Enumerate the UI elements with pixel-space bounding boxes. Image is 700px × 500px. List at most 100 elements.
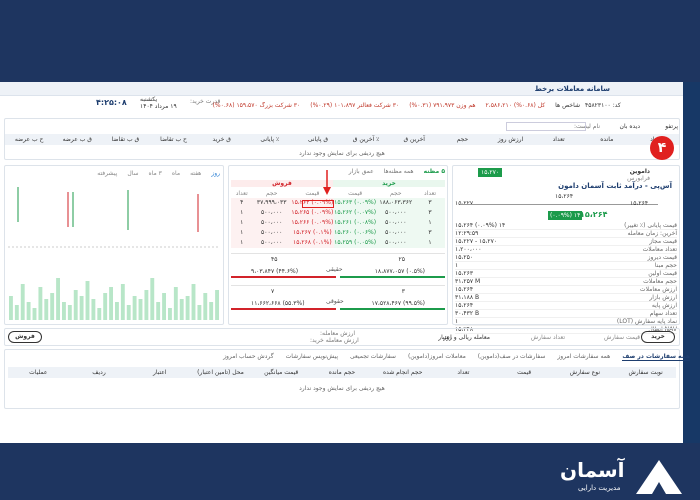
field-row: قیمت دیروز ۱۵،۲۵۰ <box>455 254 677 262</box>
field-value: ۳۱،۲۵۷ M <box>455 278 481 285</box>
field-label: قیمت پایانی (٪ تغییر) <box>624 222 677 229</box>
column-header: ارزش روز <box>497 136 524 143</box>
field-label: حجم معاملات <box>643 278 677 285</box>
count-sell: ۴۵ <box>271 256 278 263</box>
ob-tab[interactable]: ۵ مظنه <box>423 168 445 175</box>
field-label: نماد پایه سفارش (LOT) <box>616 318 677 325</box>
field-label: قیمت اولین <box>648 270 677 277</box>
list-select[interactable] <box>506 122 586 131</box>
column-header: ح ب تقاضا <box>160 136 187 143</box>
column-header: آخرین ق <box>403 136 425 143</box>
ob-rows: تعداد حجم قیمت قیمت حجم تعداد ۳ ۱۸۸،۰۶۳،۳۶۲ (۰.۰… <box>231 190 445 248</box>
credit-select[interactable]: معامله ریالی و اعتبار <box>438 334 490 341</box>
date: ۱۹ مرداد ۱۴۰۴ <box>140 103 177 110</box>
qty-input[interactable]: تعداد سفارش <box>530 334 565 341</box>
orders-tab[interactable]: معاملات امروز(داموین) <box>407 353 466 360</box>
order-form <box>4 328 680 346</box>
ob-col: قیمت <box>348 190 363 197</box>
highlight-box <box>302 200 334 208</box>
column-header: نوع سفارش <box>569 369 601 376</box>
ob-tab[interactable]: عمق بازار <box>348 168 374 175</box>
sell-button[interactable]: فروش <box>8 331 42 343</box>
ob-cell: ۵۰۰،۰۰۰ <box>376 208 416 218</box>
ob-row: ۱ ۵۰۰،۰۰۰ (۰.۰۵%) ۱۵،۲۵۹ (۰.۱%) ۱۵،۲۶۸ ۵۰۰،۰… <box>231 238 445 248</box>
buy-button[interactable]: خرید <box>641 331 675 343</box>
title-bar <box>0 82 683 96</box>
ob-cell: ۱ <box>415 238 445 248</box>
chart-tabs: روز هفته ماه ۳ ماه سال پیشرفته <box>97 170 220 177</box>
volume-bar <box>215 290 219 320</box>
ob-col: تعداد <box>423 190 437 197</box>
ob-cell: ۳ <box>415 198 445 208</box>
volume-bar <box>173 287 178 320</box>
bar-buy <box>340 276 445 278</box>
field-value: ۳۱،۱۸۸ B <box>455 294 480 301</box>
field-label: قیمت دیروز <box>647 254 677 261</box>
field-label: تعداد سهام <box>649 310 677 317</box>
price-input[interactable]: قیمت سفارش <box>603 334 640 341</box>
chart-tab[interactable]: ماه <box>171 170 181 177</box>
ob-cell: ۵۰۰،۰۰۰ <box>252 218 291 228</box>
orders-tab[interactable]: پیش‌نویس سفارشات <box>285 353 339 360</box>
column-header: ق ب عرضه <box>62 136 92 143</box>
volume-bar <box>14 305 19 320</box>
field-row: ارزش پایه ۱۵،۲۶۴ <box>455 302 677 310</box>
chart-tab[interactable]: سال <box>127 170 139 177</box>
orders-empty: هیچ ردیفی برای نمایش وجود ندارد <box>299 385 385 392</box>
volume-bar <box>168 308 172 320</box>
orders-tabs: همه سفارشات در صف همه سفارشات امروز سفارشا… <box>223 353 690 361</box>
buy-title: خرید <box>333 180 445 187</box>
field-label: آخرین: زمان معامله <box>627 230 677 237</box>
vol-buy: (۹۹.۵%) ۱۷،۵۲۸،۴۶۷ <box>371 300 425 307</box>
volume-bar <box>91 299 96 320</box>
field-value: ۱۵،۲۴۸ <box>455 326 474 333</box>
volume-bar <box>97 308 102 320</box>
price-mid: ۱۵،۲۶۴ <box>555 193 574 200</box>
field-value: ۱ <box>455 318 459 325</box>
orders-tab[interactable]: سفارشات تجمیعی <box>350 353 396 360</box>
volume-bar <box>126 305 131 320</box>
orders-tab[interactable]: همه سفارشات امروز <box>557 353 611 360</box>
field-row: NAV ابطال ۱۵،۲۴۸ <box>455 326 677 334</box>
ob-col: تعداد <box>235 190 248 197</box>
volume-bar <box>62 302 66 320</box>
ob-tab[interactable]: همه مظنه‌ها <box>383 168 414 175</box>
column-header: ق ب تقاضا <box>111 136 140 143</box>
column-header: ٪ آخرین ق <box>352 136 380 143</box>
volume-bar <box>120 284 125 320</box>
field-row: آخرین: زمان معامله ۱۲:۲۹:۵۹ <box>455 230 677 238</box>
watch-radio[interactable]: دیده بان <box>619 123 640 130</box>
orders-tab[interactable]: سفارشات در صف(داموین) <box>477 353 546 360</box>
ob-cell: (۰.۰۹%) ۱۵،۲۶۳ <box>333 198 377 208</box>
chart-tab[interactable]: روز <box>211 170 220 177</box>
ob-cell: ۳ <box>415 208 445 218</box>
orders-tab[interactable]: همه سفارشات در صف <box>622 353 690 361</box>
ob-col: حجم <box>390 190 402 197</box>
field-row: تعداد معاملات ۱،۲۰۰،۰۰۰ <box>455 246 677 254</box>
ob-col: حجم <box>265 190 278 197</box>
field-row: حجم معاملات ۳۱،۲۵۷ M <box>455 278 677 286</box>
brand-name: آسمان <box>560 458 625 482</box>
column-header: اعتبار <box>152 369 167 376</box>
ob-cell: (۰.۰۸%) ۱۵،۲۶۱ <box>333 218 377 228</box>
chart-tab[interactable]: هفته <box>190 170 202 177</box>
price-max: ۱۵،۲۶۴ <box>630 200 649 207</box>
orders-tab[interactable]: گردش حساب امروز <box>223 353 274 360</box>
volume-bar <box>79 296 84 320</box>
ticker-item: ۳۰ شرکت بزرگ ۱۵۹،۵۷۰ (۰.۶۸%) <box>212 102 301 109</box>
chart-tab[interactable]: ۳ ماه <box>148 170 162 177</box>
bar-sell <box>231 276 336 278</box>
volume-bar <box>115 302 119 320</box>
brand-tagline: مدیریت دارایی <box>578 484 621 492</box>
ob-cell: ۱ <box>231 238 253 248</box>
arrow <box>323 170 331 195</box>
ob-cell: ۵۰۰،۰۰۰ <box>252 228 291 238</box>
volume-bar <box>203 293 208 320</box>
market: فرابورس <box>627 175 650 182</box>
portfolio-radio[interactable]: پرتفو <box>665 123 678 130</box>
validity[interactable]: روز <box>443 334 452 341</box>
chart-tab[interactable]: پیشرفته <box>97 170 118 177</box>
volume-bar <box>9 296 13 320</box>
ob-cell: ۵۰۰،۰۰۰ <box>376 228 416 238</box>
